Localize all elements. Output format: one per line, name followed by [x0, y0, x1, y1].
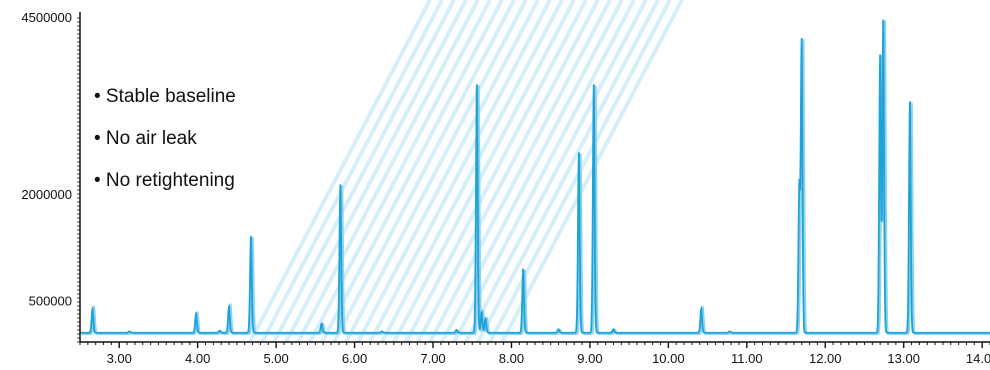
x-tick-labels: 3.00 4.00 5.00 6.00 7.00 8.00 9.00 10.00 11.00 12…: [107, 351, 990, 366]
peak-point: [381, 330, 383, 332]
trace-line: [80, 19, 990, 334]
watermark-stripe: [332, 0, 516, 343]
annotation-list: • Stable baseline • No air leak • No ret…: [94, 86, 236, 191]
watermark-stripe: [368, 0, 552, 343]
y-tick-label: 2000000: [21, 187, 72, 202]
y-tick-labels: 4500000 2000000 500000: [21, 10, 72, 309]
y-tick-label: 4500000: [21, 10, 72, 25]
minor-ticks: [77, 17, 990, 348]
peak-point: [195, 313, 197, 315]
peak-point: [612, 328, 615, 330]
watermark-stripe: [272, 0, 456, 343]
watermark-stripe: [308, 0, 492, 343]
watermark-stripe: [392, 0, 576, 343]
x-tick-label: 8.00: [499, 351, 524, 366]
peak-point: [321, 322, 323, 325]
peak-point: [476, 84, 478, 86]
peak-point: [909, 101, 911, 103]
peak-point: [700, 308, 702, 310]
watermark-stripe: [260, 0, 444, 343]
watermark-stripe: [380, 0, 564, 343]
peak-point: [801, 40, 803, 42]
peak-point: [228, 305, 230, 308]
peak-point: [798, 191, 800, 193]
x-tick-label: 7.00: [420, 351, 445, 366]
watermark-stripe: [296, 0, 480, 343]
peak-point: [879, 54, 881, 57]
x-tick-label: 10.00: [652, 351, 685, 366]
annotation-no-air-leak: • No air leak: [94, 128, 197, 149]
x-tick-label: 6.00: [342, 351, 367, 366]
watermark-stripes: [248, 0, 684, 343]
watermark-stripe: [476, 0, 660, 343]
watermark-stripe: [464, 0, 648, 343]
watermark-stripe: [428, 0, 612, 343]
x-tick-label: 4.00: [185, 351, 210, 366]
watermark-stripe: [344, 0, 528, 343]
peak-point: [557, 328, 560, 330]
y-tick-label: 500000: [29, 294, 72, 309]
watermark-stripe: [500, 0, 684, 343]
chromatogram-trace: [80, 19, 990, 336]
peak-point: [593, 84, 595, 86]
watermark-stripe: [404, 0, 588, 343]
peak-point: [219, 330, 221, 332]
watermark-stripe: [452, 0, 636, 343]
x-tick-label: 13.00: [887, 351, 920, 366]
peak-point: [728, 330, 731, 332]
watermark-stripe: [356, 0, 540, 343]
peak-point: [522, 268, 524, 270]
watermark-stripe: [320, 0, 504, 343]
peak-point: [250, 235, 252, 237]
annotation-stable-baseline: • Stable baseline: [94, 86, 236, 107]
peak-point: [484, 317, 487, 320]
x-tick-label: 14.00: [966, 351, 990, 366]
watermark-stripe: [248, 0, 432, 343]
peak-point: [339, 183, 342, 186]
x-tick-label: 11.00: [731, 351, 763, 366]
peak-point: [578, 152, 580, 154]
x-tick-label: 12.00: [809, 351, 842, 366]
annotation-no-retightening: • No retightening: [94, 170, 235, 191]
peak-point: [882, 19, 884, 21]
x-tick-label: 5.00: [263, 351, 288, 366]
watermark-stripe: [416, 0, 600, 343]
watermark-stripe: [440, 0, 624, 343]
watermark-stripe: [284, 0, 468, 343]
peak-point: [91, 308, 94, 310]
peak-point: [455, 329, 458, 331]
peak-point: [481, 311, 483, 313]
x-tick-label: 9.00: [577, 351, 602, 366]
x-tick-label: 3.00: [107, 351, 132, 366]
peak-point: [128, 330, 131, 332]
